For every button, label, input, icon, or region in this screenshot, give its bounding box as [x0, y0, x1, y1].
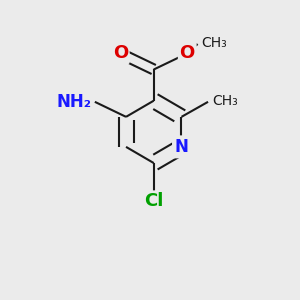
- Text: NH₂: NH₂: [56, 93, 92, 111]
- Text: O: O: [180, 44, 195, 62]
- Text: Cl: Cl: [144, 192, 164, 210]
- Text: CH₃: CH₃: [213, 94, 238, 108]
- Text: N: N: [175, 138, 188, 156]
- Text: CH₃: CH₃: [201, 36, 227, 50]
- Text: O: O: [112, 44, 128, 62]
